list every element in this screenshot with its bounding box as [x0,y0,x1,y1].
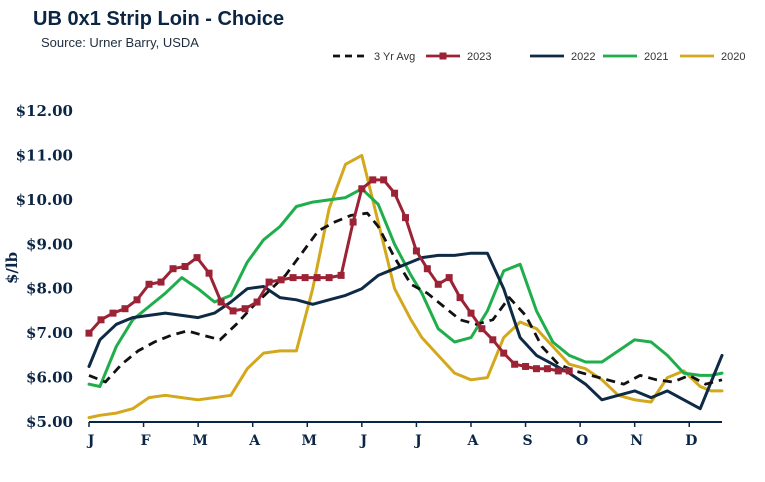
y-tick-label: $11.00 [16,146,73,164]
x-tick-label: N [630,433,643,449]
data-point-2023 [391,189,399,197]
y-axis-label: $/lb [3,252,21,284]
x-tick-label: A [467,433,480,449]
y-tick-label: $10.00 [16,191,73,209]
data-point-2023 [193,254,201,262]
x-tick-label: M [192,433,208,449]
data-point-2023 [145,280,153,288]
y-tick-label: $12.00 [16,102,73,120]
y-axis: $5.00 $6.00 $7.00 $8.00 $9.00 $10.00 $11.00 $12… [16,102,73,431]
x-tick-label: F [141,433,151,449]
data-point-2023 [565,367,573,375]
x-tick-label: S [522,433,532,449]
data-point-2023 [358,185,366,193]
series-line-2022 [87,251,724,411]
x-tick-label: A [248,433,261,449]
x-tick-label: J [413,433,422,449]
data-point-2023 [181,263,189,270]
series-line-2021 [87,187,724,388]
data-point-2023 [489,336,497,344]
x-tick-label: M [302,433,318,449]
legend-label: 2020 [721,51,745,63]
x-tick-label: J [86,433,95,449]
series-line-2020 [87,153,724,420]
data-point-2023 [522,362,530,370]
data-point-2023 [313,274,321,282]
data-point-2023 [121,305,129,313]
data-point-2023 [369,176,377,184]
data-point-2023 [456,294,464,302]
data-point-2023 [467,309,475,317]
x-tick-label: O [576,433,588,449]
data-point-2023 [169,265,177,273]
x-tick-label: D [685,433,697,449]
data-point-2023 [109,309,117,317]
data-point-2023 [157,278,165,286]
data-point-2023 [97,316,105,324]
series-line-3-yr-avg [88,211,723,386]
y-tick-label: $7.00 [26,324,73,342]
data-point-2023 [500,349,508,357]
legend-label: 3 Yr Avg [374,51,415,63]
data-point-2023 [349,218,357,226]
data-point-2023 [402,214,409,222]
data-point-2023 [85,329,93,337]
data-point-2023 [325,274,333,282]
series-lines [85,153,724,420]
data-point-2023 [277,276,285,284]
data-point-2023 [301,274,309,282]
chart-subtitle: Source: Urner Barry, USDA [41,35,199,50]
data-point-2023 [205,269,213,277]
data-point-2023 [289,274,297,282]
legend: 3 Yr Avg 2023 2022 2021 2020 [333,51,745,63]
data-point-2023 [434,280,442,288]
data-point-2023 [241,305,249,313]
data-point-2023 [543,365,551,373]
data-point-2023 [253,298,261,306]
data-point-2023 [532,365,540,373]
legend-label: 2023 [467,51,491,63]
data-point-2023 [412,247,420,255]
chart-title: UB 0x1 Strip Loin - Choice [33,8,285,30]
data-point-2023 [478,325,486,333]
legend-marker [439,52,447,60]
data-point-2023 [380,176,388,184]
data-point-2023 [217,298,225,306]
y-tick-label: $9.00 [26,235,73,253]
legend-label: 2022 [571,51,595,63]
data-point-2023 [445,274,453,282]
data-point-2023 [229,307,237,315]
data-point-2023 [265,278,273,286]
data-point-2023 [511,360,519,368]
data-point-2023 [133,296,141,304]
data-point-2023 [337,271,345,279]
x-tick-label: J [359,433,368,449]
data-point-2023 [554,367,562,375]
y-tick-label: $5.00 [26,413,73,431]
y-tick-label: $8.00 [26,280,73,298]
y-tick-label: $6.00 [26,369,73,387]
legend-label: 2021 [644,51,668,63]
data-point-2023 [423,265,431,273]
